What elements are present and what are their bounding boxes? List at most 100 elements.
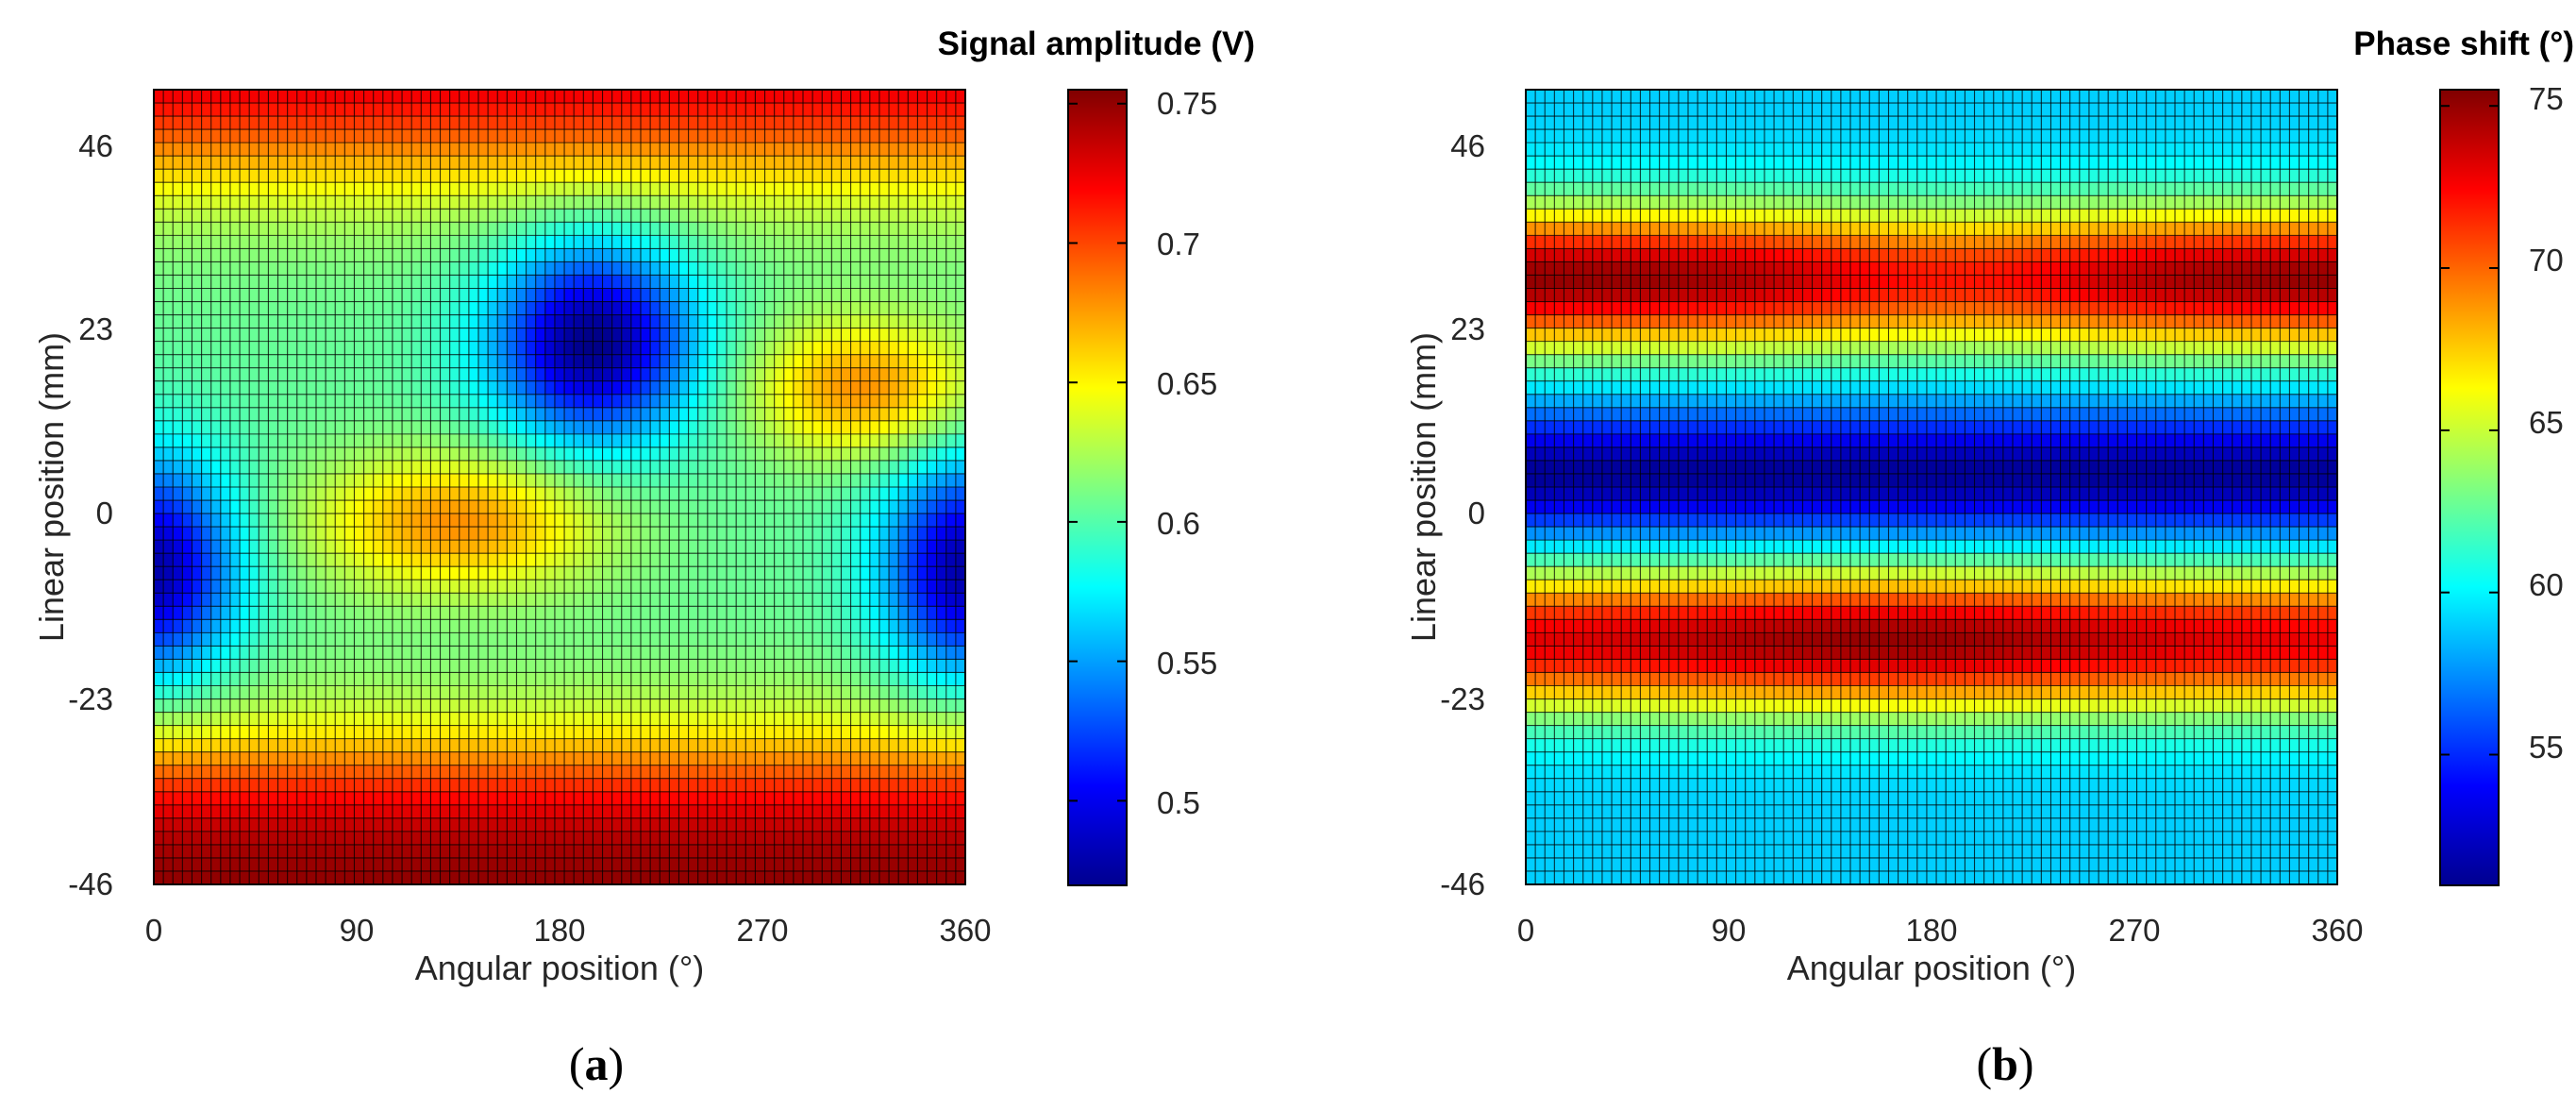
heatmap-cell (583, 116, 594, 130)
heatmap-cell (641, 619, 651, 633)
heatmap-cell (354, 527, 365, 541)
heatmap-cell (488, 527, 498, 541)
heatmap-cell (841, 182, 852, 196)
heatmap-cell (621, 619, 632, 633)
heatmap-cell (335, 553, 345, 567)
heatmap-cell (908, 156, 919, 170)
heatmap-cell (783, 566, 795, 580)
heatmap-cell (755, 540, 766, 554)
heatmap-cell (411, 619, 422, 633)
heatmap-cell (783, 195, 795, 210)
heatmap-cell (554, 143, 565, 157)
heatmap-cell (860, 500, 871, 514)
heatmap-cell (421, 857, 432, 872)
heatmap-cell (650, 261, 661, 277)
heatmap-cell (421, 103, 432, 117)
heatmap-cell (277, 90, 289, 104)
heatmap-cell (927, 725, 938, 740)
heatmap-cell (669, 513, 680, 528)
heatmap-cell (755, 738, 766, 753)
heatmap-cell (803, 275, 813, 290)
heatmap-cell (459, 765, 470, 780)
heatmap-cell (173, 116, 183, 130)
heatmap-cell (163, 407, 174, 422)
heatmap-cell (201, 817, 212, 832)
heatmap-cell (421, 275, 432, 290)
heatmap-cell (249, 580, 259, 594)
heatmap-cell (574, 433, 584, 448)
heatmap-cell (277, 606, 289, 620)
heatmap-cell (173, 407, 183, 422)
heatmap-cell (736, 765, 746, 780)
heatmap-cell (688, 817, 699, 832)
heatmap-cell (641, 209, 651, 223)
heatmap-cell (402, 209, 412, 223)
heatmap-cell (459, 420, 470, 435)
heatmap-cell (641, 725, 651, 740)
heatmap-cell (764, 446, 776, 462)
heatmap-cell (392, 725, 403, 740)
heatmap-cell (449, 513, 460, 528)
heatmap-cell (927, 169, 938, 183)
heatmap-cell (430, 473, 442, 488)
heatmap-cell (841, 169, 852, 183)
heatmap-cell (783, 341, 795, 356)
heatmap-cell (173, 765, 183, 780)
heatmap-cell (229, 646, 241, 661)
heatmap-cell (869, 394, 880, 409)
heatmap-cell (373, 751, 384, 766)
heatmap-cell (783, 738, 795, 753)
heatmap-cell (335, 235, 345, 249)
heatmap-cell (192, 751, 203, 766)
heatmap-cell (201, 103, 212, 117)
heatmap-cell (860, 646, 871, 661)
heatmap-cell (210, 367, 222, 382)
heatmap-cell (516, 500, 527, 514)
heatmap-cell (602, 433, 613, 448)
heatmap-cell (459, 209, 470, 223)
heatmap-cell (440, 500, 451, 514)
heatmap-cell (354, 288, 365, 303)
heatmap-cell (554, 195, 565, 210)
heatmap-cell (764, 195, 776, 210)
heatmap-cell (793, 222, 804, 236)
heatmap-cell (402, 235, 412, 249)
heatmap-cell (574, 460, 584, 475)
heatmap-cell (793, 169, 804, 183)
heatmap-cell (306, 817, 317, 832)
heatmap-cell (363, 90, 375, 104)
heatmap-cell (898, 765, 909, 780)
heatmap-cell (927, 341, 938, 356)
heatmap-cell (411, 698, 422, 714)
heatmap-cell (945, 685, 957, 700)
heatmap-cell (602, 420, 613, 435)
heatmap-cell (240, 156, 250, 170)
heatmap-cell (803, 712, 813, 727)
heatmap-cell (860, 156, 871, 170)
heatmap-cell (192, 407, 203, 422)
heatmap-cell (526, 500, 537, 514)
heatmap-cell (764, 659, 776, 674)
heatmap-cell (163, 314, 174, 329)
heatmap-cell (192, 738, 203, 753)
heatmap-cell (373, 659, 384, 674)
heatmap-cell (727, 831, 737, 846)
heatmap-cell (841, 844, 852, 859)
heatmap-cell (192, 672, 203, 687)
heatmap-cell (240, 804, 250, 819)
heatmap-cell (602, 314, 613, 329)
heatmap-cell (774, 659, 785, 674)
heatmap-cell (335, 367, 345, 382)
heatmap-cell (163, 527, 174, 541)
heatmap-cell (774, 738, 785, 753)
heatmap-cell (641, 90, 651, 104)
heatmap-cell (764, 380, 776, 395)
heatmap-cell (335, 156, 345, 170)
heatmap-cell (889, 817, 899, 832)
heatmap-cell (745, 222, 757, 236)
heatmap-cell (621, 341, 632, 356)
heatmap-cell (812, 380, 823, 395)
heatmap-cell (421, 354, 432, 369)
heatmap-cell (316, 632, 326, 647)
heatmap-cell (449, 619, 460, 633)
